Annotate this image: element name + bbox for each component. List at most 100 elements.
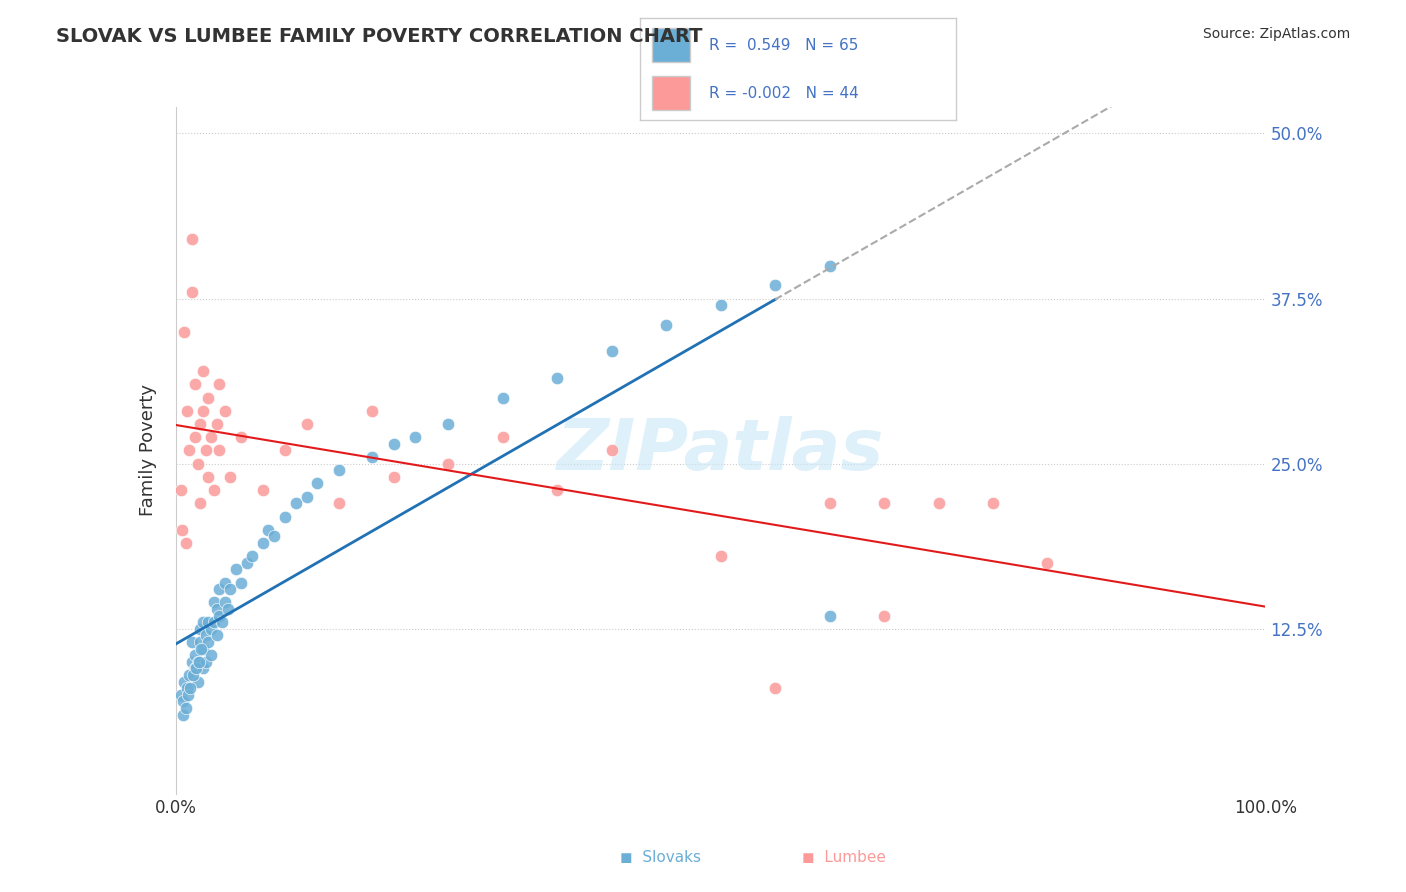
Point: [437, 457, 460, 471]
Text: SLOVAK VS LUMBEE FAMILY POVERTY CORRELATION CHART: SLOVAK VS LUMBEE FAMILY POVERTY CORRELAT…: [56, 27, 703, 45]
Point: [170, 483, 193, 497]
Point: [186, 655, 209, 669]
Point: [231, 430, 253, 444]
Point: [235, 556, 257, 570]
Point: [360, 404, 382, 418]
Point: [214, 575, 236, 590]
Point: [200, 430, 222, 444]
Point: [197, 470, 219, 484]
Point: [177, 668, 200, 682]
Point: [186, 457, 209, 471]
Text: R = -0.002   N = 44: R = -0.002 N = 44: [710, 87, 859, 102]
Point: [437, 417, 460, 431]
Point: [873, 496, 896, 510]
FancyBboxPatch shape: [652, 77, 690, 110]
Point: [208, 582, 231, 596]
Point: [174, 536, 197, 550]
Point: [177, 443, 200, 458]
Point: [176, 681, 198, 696]
Point: [1036, 556, 1059, 570]
Point: [170, 688, 193, 702]
Point: [190, 641, 212, 656]
Point: [176, 404, 198, 418]
Point: [202, 483, 225, 497]
Point: [188, 635, 211, 649]
Point: [191, 364, 214, 378]
Point: [197, 635, 219, 649]
Point: [818, 259, 841, 273]
Point: [173, 674, 195, 689]
Point: [763, 681, 786, 696]
Point: [202, 595, 225, 609]
Point: [181, 635, 204, 649]
Point: [274, 443, 297, 458]
Point: [205, 417, 228, 431]
Point: [191, 615, 214, 630]
Point: [172, 523, 194, 537]
Point: [188, 496, 211, 510]
Point: [240, 549, 263, 563]
Point: [186, 661, 208, 675]
Point: [200, 648, 222, 663]
Point: [328, 496, 350, 510]
Point: [195, 628, 218, 642]
Point: [211, 615, 233, 630]
Point: [214, 404, 236, 418]
Point: [208, 608, 231, 623]
Text: ◼  Slovaks: ◼ Slovaks: [620, 850, 702, 865]
Point: [202, 615, 225, 630]
Point: [710, 549, 733, 563]
Point: [188, 417, 211, 431]
Point: [200, 622, 222, 636]
Point: [174, 701, 197, 715]
Point: [295, 417, 318, 431]
Point: [219, 582, 242, 596]
Point: [284, 496, 307, 510]
Point: [600, 344, 623, 359]
Point: [172, 707, 194, 722]
Point: [263, 529, 285, 543]
Point: [172, 694, 194, 708]
Point: [231, 575, 253, 590]
Point: [214, 595, 236, 609]
Point: [307, 476, 329, 491]
Point: [208, 377, 231, 392]
Point: [205, 628, 228, 642]
Point: [208, 443, 231, 458]
Point: [818, 496, 841, 510]
Point: [252, 483, 274, 497]
Text: ZIPatlas: ZIPatlas: [557, 416, 884, 485]
Point: [295, 490, 318, 504]
Text: Source: ZipAtlas.com: Source: ZipAtlas.com: [1202, 27, 1350, 41]
Point: [710, 298, 733, 312]
Point: [184, 661, 207, 675]
Point: [197, 615, 219, 630]
Point: [274, 509, 297, 524]
FancyBboxPatch shape: [652, 29, 690, 62]
Point: [546, 371, 568, 385]
Point: [328, 463, 350, 477]
Point: [191, 661, 214, 675]
Text: ◼  Lumbee: ◼ Lumbee: [801, 850, 886, 865]
Point: [177, 688, 200, 702]
Point: [181, 655, 204, 669]
Point: [195, 655, 218, 669]
Point: [219, 470, 242, 484]
Point: [382, 470, 405, 484]
Point: [184, 430, 207, 444]
Point: [205, 602, 228, 616]
Point: [179, 681, 201, 696]
Point: [360, 450, 382, 464]
Text: R =  0.549   N = 65: R = 0.549 N = 65: [710, 38, 859, 53]
Point: [928, 496, 950, 510]
Point: [187, 655, 209, 669]
Point: [546, 483, 568, 497]
Point: [405, 430, 427, 444]
Point: [181, 232, 204, 246]
Point: [184, 648, 207, 663]
Point: [655, 318, 678, 332]
Point: [873, 608, 896, 623]
Y-axis label: Family Poverty: Family Poverty: [139, 384, 157, 516]
Point: [763, 278, 786, 293]
Point: [186, 674, 209, 689]
